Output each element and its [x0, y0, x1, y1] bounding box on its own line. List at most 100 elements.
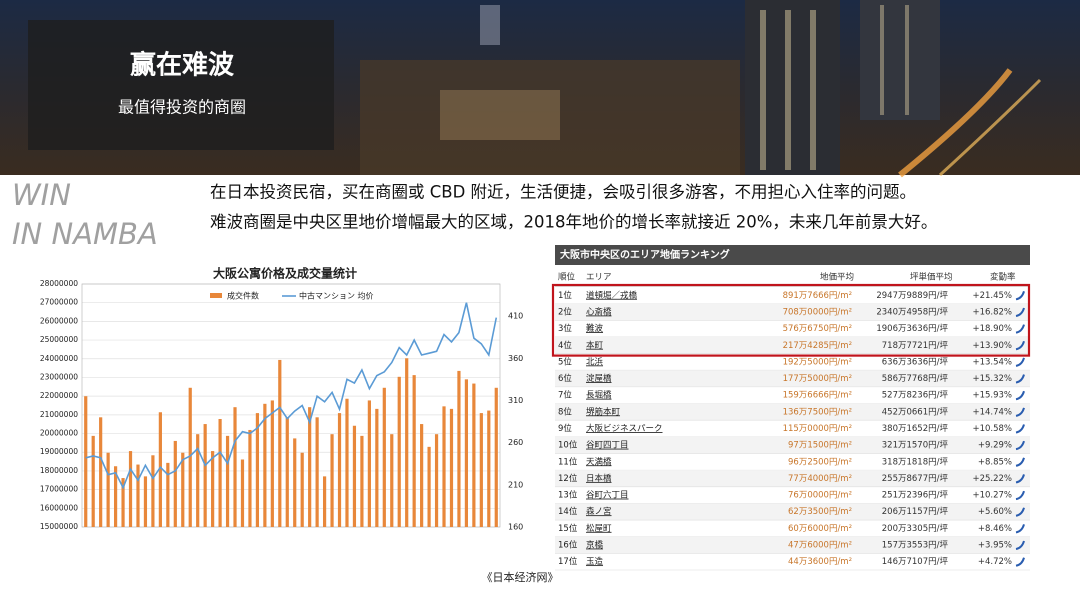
bar — [225, 435, 230, 527]
column-header: 順位 — [558, 272, 576, 283]
bar — [136, 464, 140, 527]
line — [85, 302, 498, 490]
bar — [494, 387, 498, 527]
bar — [367, 400, 371, 527]
y2-tick-label: 160 — [508, 523, 523, 532]
trend-icon — [1015, 340, 1025, 351]
bar — [360, 435, 364, 527]
bar — [151, 455, 155, 527]
table-header-bar — [555, 245, 1030, 265]
y2-tick-label: 310 — [508, 396, 523, 405]
table-cell: 12位 — [558, 473, 578, 484]
table-cell: 1906万3636円/坪 — [876, 324, 948, 334]
table-cell: +25.22% — [972, 474, 1012, 484]
table-cell: 天満橋 — [586, 456, 612, 467]
bar — [106, 452, 110, 527]
y-tick-label: 19000000 — [40, 447, 78, 456]
column-header: 地価平均 — [820, 272, 854, 283]
bar — [397, 376, 401, 527]
row-stripe — [555, 303, 1030, 321]
bar — [412, 375, 416, 527]
table-cell: +3.95% — [978, 541, 1012, 551]
row-stripe — [555, 536, 1030, 554]
table-cell: 淀屋橋 — [586, 373, 612, 384]
bar — [420, 424, 424, 527]
table-cell: 15位 — [558, 523, 578, 534]
table-cell: 206万1157円/坪 — [882, 507, 949, 517]
table-cell: 200万3305円/坪 — [882, 524, 949, 534]
table-cell: 5位 — [558, 356, 572, 367]
bar — [330, 434, 334, 527]
table-cell: 44万3600円/m² — [788, 557, 852, 567]
bar — [158, 412, 162, 527]
bar — [278, 359, 282, 527]
paragraph: 在日本投资民宿，买在商圈或 CBD 附近，生活便捷，会吸引很多游客，不用担心入住… — [210, 183, 916, 202]
table-cell: 321万1570円/坪 — [882, 441, 949, 451]
tagline: IN NAMBA — [12, 217, 158, 251]
bar — [457, 370, 461, 527]
y-tick-label: 28000000 — [40, 279, 78, 288]
table-cell: 192万5000円/m² — [783, 357, 852, 367]
bar — [345, 398, 349, 527]
bar — [479, 413, 483, 527]
table-cell: 谷町四丁目 — [586, 441, 629, 451]
bar — [188, 387, 192, 527]
table-cell: 96万2500円/m² — [788, 457, 852, 467]
table-cell: 2位 — [558, 306, 572, 317]
table-cell: 3位 — [558, 323, 572, 334]
table-cell: +8.46% — [978, 524, 1012, 534]
table-cell: 日本橋 — [586, 473, 612, 484]
trend-icon — [1015, 390, 1025, 401]
bar — [166, 462, 170, 527]
table-cell: 527万8236円/坪 — [882, 391, 949, 401]
trend-icon — [1015, 507, 1025, 517]
table-cell: +10.27% — [972, 491, 1012, 501]
bar — [322, 476, 327, 527]
bar — [352, 425, 357, 527]
y-tick-label: 27000000 — [40, 298, 78, 307]
table-cell: 177万5000円/m² — [783, 374, 852, 384]
table-cell: 146万7107円/坪 — [882, 557, 949, 567]
legend-label: 中古マンション 均价 — [299, 291, 374, 301]
bar — [442, 406, 446, 527]
table-cell: 13位 — [558, 490, 578, 501]
bar — [449, 408, 454, 527]
table-cell: 2340万4958円/坪 — [876, 307, 948, 317]
trend-icon — [1015, 557, 1025, 567]
y2-tick-label: 260 — [508, 438, 523, 447]
trend-icon — [1015, 490, 1025, 501]
bar — [472, 383, 476, 527]
bar — [427, 446, 431, 527]
legend-label: 成交件数 — [227, 291, 259, 301]
y2-tick-label: 210 — [508, 480, 523, 489]
bar — [203, 424, 207, 527]
y-tick-label: 24000000 — [40, 354, 78, 363]
trend-icon — [1015, 357, 1025, 367]
table-cell: +10.58% — [972, 424, 1012, 434]
table-cell: +18.90% — [972, 324, 1012, 334]
table-cell: 道頓堀／戎橋 — [586, 290, 638, 301]
paragraph: 难波商圈是中央区里地价增幅最大的区域，2018年地价的增长率就接近 20%，未来… — [210, 213, 937, 232]
table-cell: 森ノ宮 — [586, 506, 612, 517]
trend-icon — [1015, 307, 1025, 317]
y-tick-label: 22000000 — [40, 391, 78, 400]
table-cell: 718万7721円/坪 — [882, 341, 949, 351]
table-cell: 心斎橋 — [586, 306, 612, 317]
table-cell: 4位 — [558, 340, 572, 351]
table-cell: 380万1652円/坪 — [882, 424, 949, 434]
bar — [315, 417, 319, 527]
table-cell: 14位 — [558, 506, 578, 517]
table-cell: 17位 — [558, 556, 578, 567]
legend-swatch — [210, 293, 222, 298]
bar — [218, 419, 222, 527]
bar — [113, 466, 118, 527]
bar — [196, 434, 200, 527]
chart-title: 大阪公寓价格及成交量统计 — [213, 266, 357, 281]
table-cell: 本町 — [586, 340, 604, 351]
table-cell: 217万4285円/m² — [783, 341, 852, 351]
trend-icon — [1015, 524, 1025, 534]
table-cell: 708万0000円/m² — [783, 307, 852, 317]
table-cell: 77万4000円/m² — [788, 474, 852, 484]
bar — [255, 413, 260, 527]
